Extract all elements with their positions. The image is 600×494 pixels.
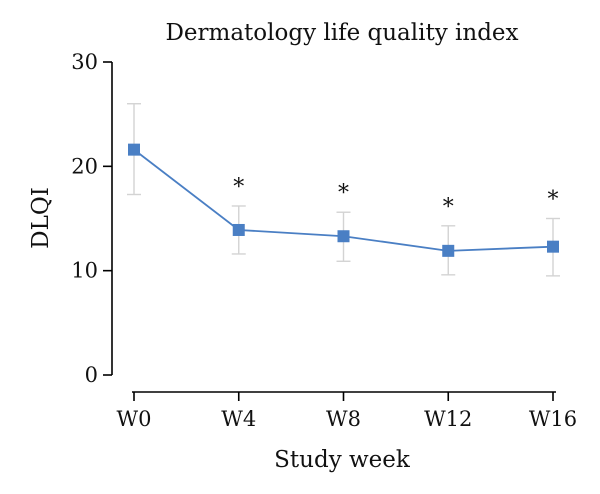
x-tick-label: W4	[221, 407, 256, 431]
data-point-marker	[442, 244, 455, 257]
x-tick-label: W8	[326, 407, 361, 431]
data-point-marker	[547, 240, 559, 253]
significance-star: *	[443, 195, 454, 220]
y-tick-label: 10	[71, 259, 98, 283]
data-point-marker	[128, 143, 140, 156]
significance-star: *	[338, 181, 349, 206]
y-ticks: 0 10 20 30	[71, 50, 112, 387]
data-markers	[128, 143, 559, 257]
y-tick-label: 0	[85, 363, 98, 387]
x-tick-label: W12	[424, 407, 472, 431]
x-tick-label: W0	[117, 407, 152, 431]
y-tick-label: 30	[71, 50, 98, 74]
chart-title: Dermatology life quality index	[165, 20, 518, 46]
x-tick-label: W16	[529, 407, 577, 431]
significance-annotations: * * * *	[233, 175, 558, 220]
data-point-marker	[337, 230, 350, 243]
y-axis-label: DLQI	[28, 187, 54, 249]
x-axis-label: Study week	[274, 447, 411, 473]
data-point-marker	[232, 223, 245, 236]
x-ticks: W0 W4 W8 W12 W16	[117, 392, 577, 431]
significance-star: *	[548, 188, 559, 213]
y-tick-label: 20	[71, 154, 98, 178]
significance-star: *	[233, 175, 244, 200]
